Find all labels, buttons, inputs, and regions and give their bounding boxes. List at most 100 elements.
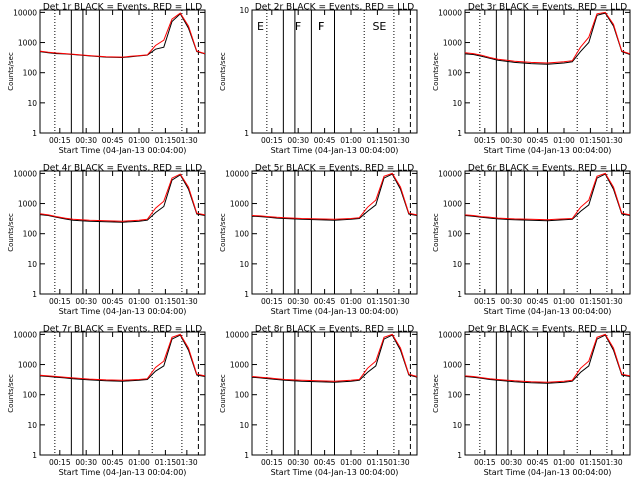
x-tick-label: 00:30 — [75, 297, 97, 306]
y-tick-label: 10 — [452, 260, 462, 269]
x-tick-label: 00:30 — [287, 297, 309, 306]
series-lld-line — [251, 333, 418, 382]
panel-det-9: Det 9r BLACK = Events, RED = LLD 1 10 100 10… — [432, 325, 631, 477]
x-tick-label: 01:00 — [128, 458, 150, 467]
x-tick-label: 00:45 — [102, 136, 124, 145]
x-tick-label: 01:30 — [176, 458, 198, 467]
x-tick-label: 00:15 — [261, 136, 283, 145]
x-tick-label: 00:30 — [75, 458, 97, 467]
y-axis-label: Counts/sec — [219, 52, 227, 91]
x-axis-label: Start Time (04-Jan-13 00:04:00) — [271, 468, 399, 477]
y-axis-label: Counts/sec — [7, 374, 15, 413]
x-tick-label: 01:30 — [176, 297, 198, 306]
x-tick-label: 01:00 — [128, 136, 150, 145]
x-axis-label: Start Time (04-Jan-13 00:04:00) — [271, 307, 399, 316]
y-tick-label: 10 — [27, 260, 37, 269]
y-tick-label: 1000 — [18, 200, 37, 209]
x-tick-label: 00:15 — [49, 136, 71, 145]
x-tick-label: 00:45 — [314, 136, 336, 145]
x-tick-label: 00:15 — [261, 297, 283, 306]
y-axis-label: Counts/sec — [219, 213, 227, 252]
y-tick-label: 1000 — [230, 200, 249, 209]
x-tick-label: 00:30 — [500, 458, 522, 467]
panel-title: Det 9r BLACK = Events, RED = LLD — [468, 325, 627, 335]
x-axis-label: Start Time (04-Jan-13 00:04:00) — [484, 146, 612, 155]
y-tick-label: 10 — [239, 421, 249, 430]
x-tick-label: 01:00 — [553, 136, 575, 145]
panel-det-2: Det 2r BLACK = Events, RED = LLD 1 10 Count… — [219, 3, 418, 155]
y-tick-label: 10000 — [438, 169, 462, 178]
panel-det-4: Det 4r BLACK = Events, RED = LLD 1 10 100 10… — [7, 164, 206, 316]
y-tick-label: 100 — [235, 391, 250, 400]
x-tick-label: 00:45 — [314, 458, 336, 467]
y-axis-label: Counts/sec — [432, 374, 440, 413]
x-tick-label: 00:45 — [102, 297, 124, 306]
panel-title: Det 1r BLACK = Events, RED = LLD — [43, 3, 202, 13]
x-tick-label: 01:15 — [155, 136, 177, 145]
x-tick-label: 00:15 — [49, 458, 71, 467]
x-tick-label: 01:15 — [580, 136, 602, 145]
series-lld-line — [251, 172, 418, 220]
y-tick-label: 10000 — [225, 169, 249, 178]
x-tick-label: 01:30 — [388, 297, 410, 306]
y-tick-label: 10000 — [438, 330, 462, 339]
y-tick-label: 100 — [448, 230, 463, 239]
x-tick-label: 00:45 — [527, 297, 549, 306]
series-lld-line — [39, 12, 206, 58]
x-tick-label: 00:15 — [474, 136, 496, 145]
panel-det-5: Det 5r BLACK = Events, RED = LLD 1 10 100 10… — [219, 164, 418, 316]
panel-title: Det 2r BLACK = Events, RED = LLD — [255, 3, 414, 13]
x-tick-label: 01:15 — [580, 458, 602, 467]
y-tick-label: 1000 — [230, 361, 249, 370]
status-flag: E — [257, 20, 264, 33]
y-tick-label: 100 — [448, 69, 463, 78]
x-tick-label: 01:00 — [553, 458, 575, 467]
x-tick-label: 01:15 — [580, 297, 602, 306]
x-tick-label: 00:30 — [287, 458, 309, 467]
x-axis-label: Start Time (04-Jan-13 00:04:00) — [59, 307, 187, 316]
x-tick-label: 00:45 — [527, 458, 549, 467]
panel-title: Det 6r BLACK = Events, RED = LLD — [468, 164, 627, 174]
panel-title: Det 7r BLACK = Events, RED = LLD — [43, 325, 202, 335]
x-tick-label: 01:15 — [367, 136, 389, 145]
y-tick-label: 1 — [244, 451, 249, 460]
x-tick-label: 01:00 — [340, 136, 362, 145]
y-tick-label: 100 — [448, 391, 463, 400]
x-tick-label: 00:15 — [474, 458, 496, 467]
y-tick-label: 1000 — [443, 200, 462, 209]
y-tick-label: 10000 — [438, 8, 462, 17]
y-tick-label: 10 — [452, 99, 462, 108]
panel-title: Det 4r BLACK = Events, RED = LLD — [43, 164, 202, 174]
series-lld-line — [464, 333, 631, 383]
y-axis-label: Counts/sec — [7, 213, 15, 252]
y-tick-label: 1000 — [18, 39, 37, 48]
x-tick-label: 01:15 — [367, 458, 389, 467]
x-tick-label: 01:00 — [553, 297, 575, 306]
panel-title: Det 8r BLACK = Events, RED = LLD — [255, 325, 414, 335]
y-tick-label: 10000 — [13, 330, 37, 339]
x-axis-label: Start Time (04-Jan-13 00:04:00) — [59, 468, 187, 477]
series-lld-line — [39, 173, 206, 222]
panel-title: Det 3r BLACK = Events, RED = LLD — [468, 3, 627, 13]
y-tick-label: 100 — [23, 69, 38, 78]
panel-title: Det 5r BLACK = Events, RED = LLD — [255, 164, 414, 174]
y-tick-label: 10 — [239, 260, 249, 269]
x-tick-label: 00:15 — [261, 458, 283, 467]
x-tick-label: 00:30 — [500, 297, 522, 306]
y-tick-label: 1000 — [18, 361, 37, 370]
x-axis-label: Start Time (04-Jan-13 00:04:00) — [271, 146, 399, 155]
x-tick-label: 00:15 — [49, 297, 71, 306]
x-tick-label: 01:00 — [340, 458, 362, 467]
y-tick-label: 10 — [239, 6, 249, 15]
x-axis-label: Start Time (04-Jan-13 00:04:00) — [484, 468, 612, 477]
x-tick-label: 00:15 — [474, 297, 496, 306]
x-axis-label: Start Time (04-Jan-13 00:04:00) — [59, 146, 187, 155]
x-tick-label: 00:30 — [500, 136, 522, 145]
y-axis-label: Counts/sec — [432, 52, 440, 91]
x-tick-label: 01:30 — [388, 458, 410, 467]
x-tick-label: 01:15 — [155, 458, 177, 467]
y-tick-label: 100 — [23, 230, 38, 239]
y-tick-label: 1 — [244, 129, 249, 138]
